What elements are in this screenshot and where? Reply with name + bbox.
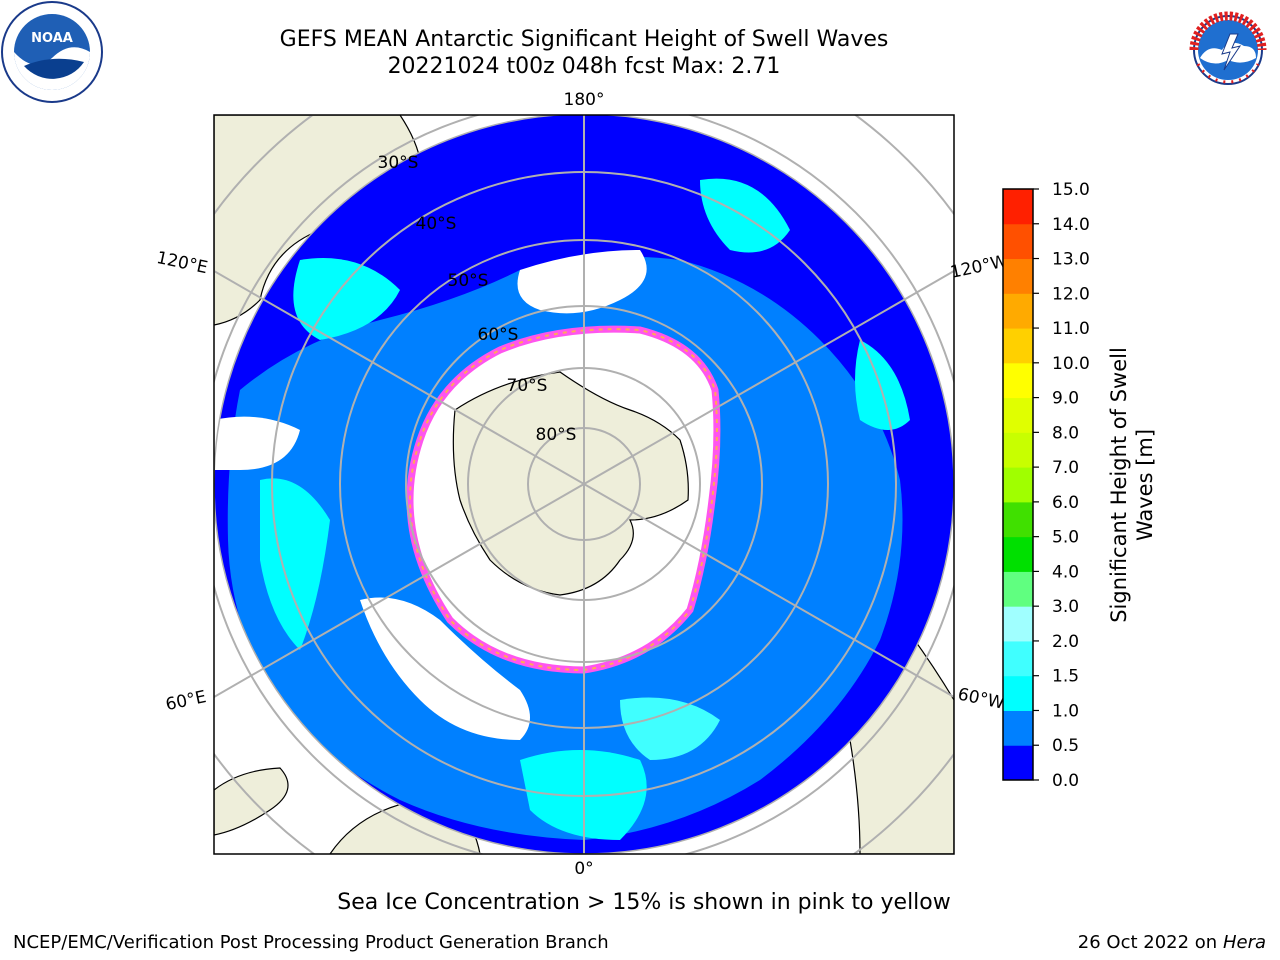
lat-label-60s: 60°S: [478, 325, 519, 345]
lon-label-180: 180°: [564, 90, 605, 110]
lat-label-80s: 80°S: [536, 425, 577, 445]
colorbar-segment: [1003, 223, 1033, 260]
colorbar-segment: [1003, 293, 1033, 329]
colorbar-tick-label: 11.0: [1052, 319, 1090, 339]
colorbar-segment: [1003, 710, 1033, 746]
colorbar-segment: [1003, 328, 1033, 364]
colorbar-tick-label: 12.0: [1052, 284, 1090, 304]
colorbar-tick-label: 4.0: [1052, 562, 1079, 582]
colorbar-tick-label: 0.5: [1052, 736, 1079, 756]
lat-label-30s: 30°S: [378, 153, 419, 173]
footer-host: Hera: [1222, 932, 1266, 953]
colorbar-segment: [1003, 362, 1033, 399]
chart-title: GEFS MEAN Antarctic Significant Height o…: [279, 27, 889, 52]
colorbar: [1003, 189, 1033, 781]
colorbar-tick-label: 14.0: [1052, 215, 1090, 235]
noaa-logo: NOAA: [1, 1, 103, 103]
colorbar-segment: [1003, 258, 1033, 294]
colorbar-title-line1: Significant Height of Swell: [1107, 347, 1131, 623]
footer-branch: NCEP/EMC/Verification Post Processing Pr…: [13, 932, 609, 953]
lon-label-60e: 60°E: [164, 687, 208, 715]
antarctica: [452, 371, 689, 596]
colorbar-tick-label: 2.0: [1052, 632, 1079, 652]
colorbar-segment: [1003, 432, 1033, 468]
colorbar-tick-label: 3.0: [1052, 597, 1079, 617]
colorbar-tick-label: 10.0: [1052, 354, 1090, 374]
colorbar-tick-label: 0.0: [1052, 771, 1079, 791]
lon-label-120e: 120°E: [155, 248, 210, 278]
colorbar-tick-label: 7.0: [1052, 458, 1079, 478]
colorbar-title-line2: Waves [m]: [1133, 428, 1157, 542]
lon-label-120w: 120°W: [949, 251, 1010, 283]
lon-label-60w: 60°W: [956, 684, 1006, 713]
colorbar-segment: [1003, 571, 1033, 607]
lat-label-40s: 40°S: [416, 214, 457, 234]
colorbar-ticks: [1033, 188, 1039, 781]
graticule: [214, 115, 954, 854]
colorbar-tick-label: 1.0: [1052, 701, 1079, 721]
svg-text:NOAA: NOAA: [31, 31, 73, 46]
lat-label-70s: 70°S: [507, 376, 548, 396]
colorbar-segment: [1003, 536, 1033, 572]
chart-subtitle: 20221024 t00z 048h fcst Max: 2.71: [387, 54, 781, 79]
footer-date: 26 Oct 2022 on Hera: [1078, 932, 1266, 953]
sea-ice-note: Sea Ice Concentration > 15% is shown in …: [337, 890, 951, 915]
colorbar-segment: [1003, 745, 1033, 781]
map-frame: [213, 114, 955, 855]
nws-logo: [1180, 2, 1276, 98]
colorbar-segment: [1003, 467, 1033, 503]
colorbar-segment: [1003, 397, 1033, 433]
colorbar-tick-label: 1.5: [1052, 667, 1079, 687]
colorbar-tick-label: 13.0: [1052, 250, 1090, 270]
colorbar-tick-label: 5.0: [1052, 528, 1079, 548]
colorbar-segment: [1003, 675, 1033, 711]
colorbar-tick-label: 9.0: [1052, 389, 1079, 409]
colorbar-tick-labels: 0.0 0.5 1.0 1.5 2.0 3.0 4.0 5.0 6.0 7.0 8.0 9.0 10.0…: [1052, 180, 1090, 791]
colorbar-segment: [1003, 606, 1033, 642]
colorbar-segment: [1003, 189, 1033, 225]
colorbar-segment: [1003, 501, 1033, 538]
lon-label-0: 0°: [574, 859, 593, 879]
colorbar-tick-label: 15.0: [1052, 180, 1090, 200]
colorbar-segment: [1003, 640, 1033, 677]
footer-date-text: 26 Oct 2022 on: [1077, 932, 1223, 953]
colorbar-tick-label: 8.0: [1052, 423, 1079, 443]
lat-label-50s: 50°S: [448, 271, 489, 291]
colorbar-tick-label: 6.0: [1052, 493, 1079, 513]
colorbar-frame: [1002, 188, 1034, 781]
